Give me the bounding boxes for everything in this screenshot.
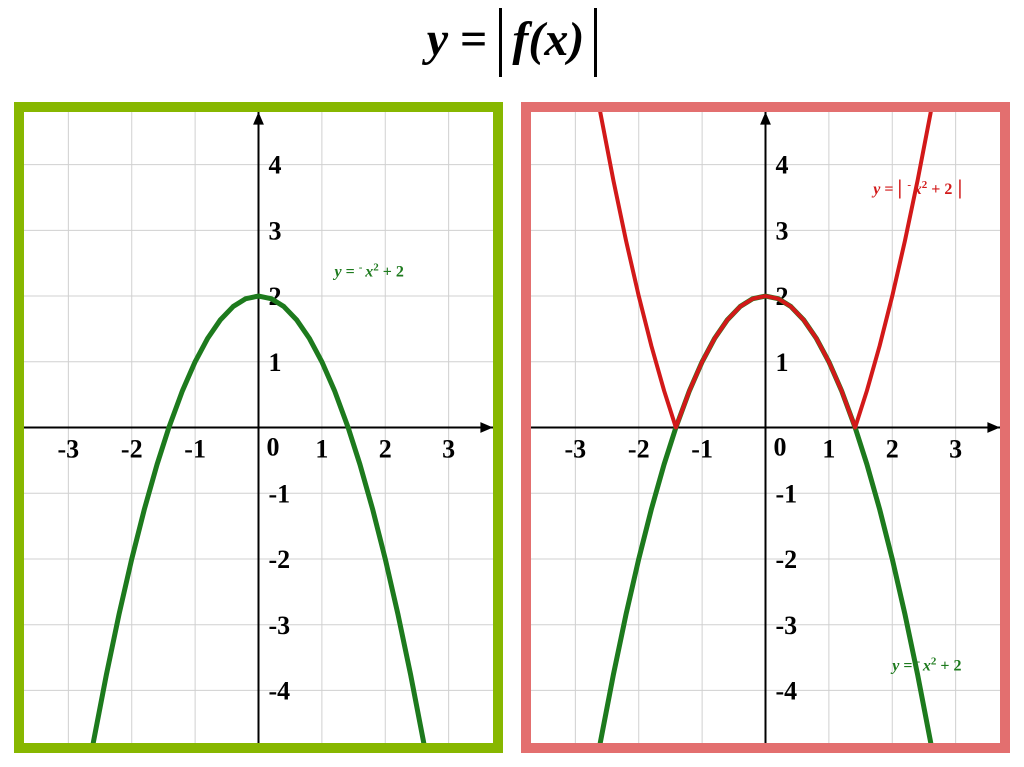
chart-panel-right: -3-2-10123-4-3-2-11234y = | - x2 + 2 |y …: [521, 102, 1010, 753]
page-title: y = f(x): [0, 8, 1024, 77]
title-y: y: [427, 13, 448, 66]
svg-text:1: 1: [822, 435, 835, 464]
svg-text:-3: -3: [565, 435, 587, 464]
svg-text:3: 3: [776, 216, 789, 245]
svg-text:0: 0: [267, 433, 280, 462]
title-equals: =: [460, 13, 487, 66]
svg-text:-3: -3: [776, 611, 798, 640]
svg-text:-2: -2: [121, 435, 143, 464]
chart-panel-left: -3-2-10123-4-3-2-11234y = - x2 + 2: [14, 102, 503, 753]
svg-text:-3: -3: [58, 435, 80, 464]
title-fx: f(x): [512, 13, 584, 66]
title-abs-bars: f(x): [499, 8, 597, 77]
svg-text:-2: -2: [628, 435, 650, 464]
svg-text:3: 3: [269, 216, 282, 245]
svg-text:-4: -4: [269, 677, 291, 706]
svg-text:3: 3: [442, 435, 455, 464]
svg-text:y = - x2 + 2: y = - x2 + 2: [333, 261, 404, 280]
svg-text:-1: -1: [269, 479, 291, 508]
svg-text:2: 2: [379, 435, 392, 464]
svg-text:-2: -2: [776, 545, 798, 574]
svg-text:2: 2: [886, 435, 899, 464]
svg-text:0: 0: [774, 433, 787, 462]
chart-row: -3 -2 -1 0 1 2 3 -4 -3 -2 -1 1 2 3 4 y = - x2 + 2 -3 -2 -…: [14, 102, 1010, 753]
svg-text:1: 1: [315, 435, 328, 464]
svg-text:3: 3: [949, 435, 962, 464]
svg-text:-1: -1: [691, 435, 713, 464]
svg-text:4: 4: [776, 151, 789, 180]
svg-text:1: 1: [776, 348, 789, 377]
svg-text:-1: -1: [776, 479, 798, 508]
svg-text:4: 4: [269, 151, 282, 180]
svg-text:1: 1: [269, 348, 282, 377]
svg-text:-4: -4: [776, 677, 798, 706]
svg-text:y = - x2 + 2: y = - x2 + 2: [890, 656, 961, 675]
svg-text:-1: -1: [184, 435, 206, 464]
svg-text:-2: -2: [269, 545, 291, 574]
svg-text:-3: -3: [269, 611, 291, 640]
page: y = f(x) -3 -2 -1 0 1 2 3 -4 -3 -2 -1 1 2 3 4 y = - x2 …: [0, 0, 1024, 767]
